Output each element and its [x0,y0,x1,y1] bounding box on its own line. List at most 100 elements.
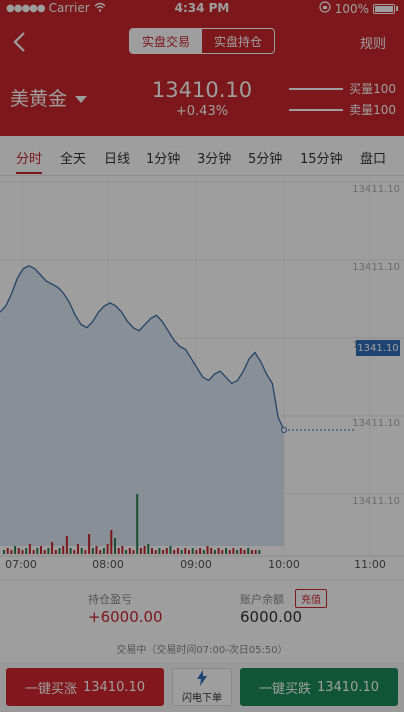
tab-daily[interactable]: 日线 [104,152,131,167]
x-tick-label: 08:00 [92,558,124,571]
buy-up-button[interactable]: 一键买涨 13410.10 [6,668,164,706]
rules-link[interactable]: 规则 [359,37,386,52]
volume-bar [258,550,261,554]
volume-bar [239,548,242,554]
volume-bar [206,546,209,554]
volume-bar [199,548,202,554]
lock-rotation-icon [319,1,331,16]
volume-bar [188,550,190,554]
x-tick-label: 10:00 [268,558,300,571]
pnl-value: +6000.00 [88,608,163,626]
volume-bar [6,548,9,554]
volume-bar [36,548,39,554]
volume-bar [154,550,157,554]
volume-bar [243,550,246,554]
volume-bar [58,548,61,554]
caret-down-icon [75,95,88,103]
signal-icon: ●●●●● [6,2,46,14]
volume-bar [99,550,102,554]
volume-bar [95,546,98,554]
current-price-tag: 1341.10 [356,340,400,356]
active-tab-indicator [16,172,42,174]
price-chart: 13411.1013411.1013411.1013411.1013411.10… [0,176,404,580]
volume-bar [191,548,194,554]
volume-bar [132,550,135,554]
volume-bar [247,548,250,554]
sell-quantity: 卖量100 [289,101,396,118]
volume-bar [210,548,213,554]
volume-bar [136,494,139,554]
x-tick-label: 07:00 [5,558,37,571]
volume-bar [65,536,68,554]
volume-bar [202,550,205,554]
volume-bar [51,542,54,554]
product-name: 美黄金 [10,88,68,110]
volume-bar [147,544,150,554]
tab-3min[interactable]: 3分钟 [197,152,232,167]
segment-live-trade[interactable]: 实盘交易 [130,29,202,53]
volume-bar [110,530,113,554]
volume-bar [128,548,131,554]
battery-icon [373,3,395,14]
header: ●●●●● Carrier 4:34 PM 100% 实盘交易 实盘持仓 规则 … [0,0,404,136]
tab-15min[interactable]: 15分钟 [300,152,343,167]
volume-bar [232,548,235,554]
buy-qty-label: 买量 [349,82,374,96]
x-tick-label: 09:00 [180,558,212,571]
volume-bar [73,550,76,554]
buy-qty-line [289,87,344,90]
tab-1min[interactable]: 1分钟 [146,152,181,167]
last-point [281,427,287,433]
buy-down-price: 13410.10 [316,679,380,695]
volume-bar [10,550,13,554]
sell-qty-line [289,108,344,111]
balance-label: 账户余额 [240,593,284,606]
status-bar: ●●●●● Carrier 4:34 PM 100% [0,0,404,16]
volume-bar [173,550,176,554]
wifi-icon [94,1,106,15]
volume-bar [195,550,198,554]
volume-bar [28,544,31,554]
volume-bar [3,550,5,554]
volume-bar [25,548,28,554]
volume-bar [158,548,161,554]
trade-segment-control: 实盘交易 实盘持仓 [129,28,275,54]
volume-bar [54,550,57,554]
volume-bar [91,548,94,554]
volume-bar [162,550,165,554]
volume-bar [221,550,224,554]
tab-timeshare[interactable]: 分时 [16,152,43,167]
volume-bar [151,548,153,554]
price-change: +0.43% [175,104,229,119]
volume-bar [236,550,239,554]
tab-full-day[interactable]: 全天 [60,152,87,167]
carrier-label: Carrier [48,1,90,15]
volume-bar [17,548,20,554]
product-selector[interactable]: 美黄金 [10,84,88,111]
volume-bar [106,544,109,554]
price-line [0,264,285,431]
status-time: 4:34 PM [174,1,230,15]
segment-live-position[interactable]: 实盘持仓 [213,34,262,49]
volume-bar [225,548,227,554]
flash-order-button[interactable]: 闪电下单 [172,668,232,706]
tab-order-book[interactable]: 盘口 [360,152,387,167]
volume-bar [14,546,17,554]
volume-bar [250,550,253,554]
buy-up-price: 13410.10 [82,679,146,695]
volume-bar [102,548,105,554]
sell-qty-value: 100 [373,103,396,117]
tab-5min[interactable]: 5分钟 [248,152,283,167]
volume-bar [184,548,187,554]
balance-value: 6000.00 [240,608,303,626]
back-icon[interactable] [10,30,30,54]
volume-bar [69,548,72,554]
recharge-button[interactable]: 充值 [295,589,327,608]
buy-quantity: 买量100 [289,80,396,97]
buy-up-label: 一键买涨 [24,681,77,697]
y-tick-label: 13411.10 [352,418,400,429]
chart-period-tabs: 分时 全天 日线 1分钟 3分钟 5分钟 15分钟 盘口 [0,136,404,176]
buy-down-button[interactable]: 一键买跌 13410.10 [240,668,398,706]
trading-hours: 交易中（交易时间07:00-次日05:50） [116,645,288,656]
volume-bar [88,534,91,554]
